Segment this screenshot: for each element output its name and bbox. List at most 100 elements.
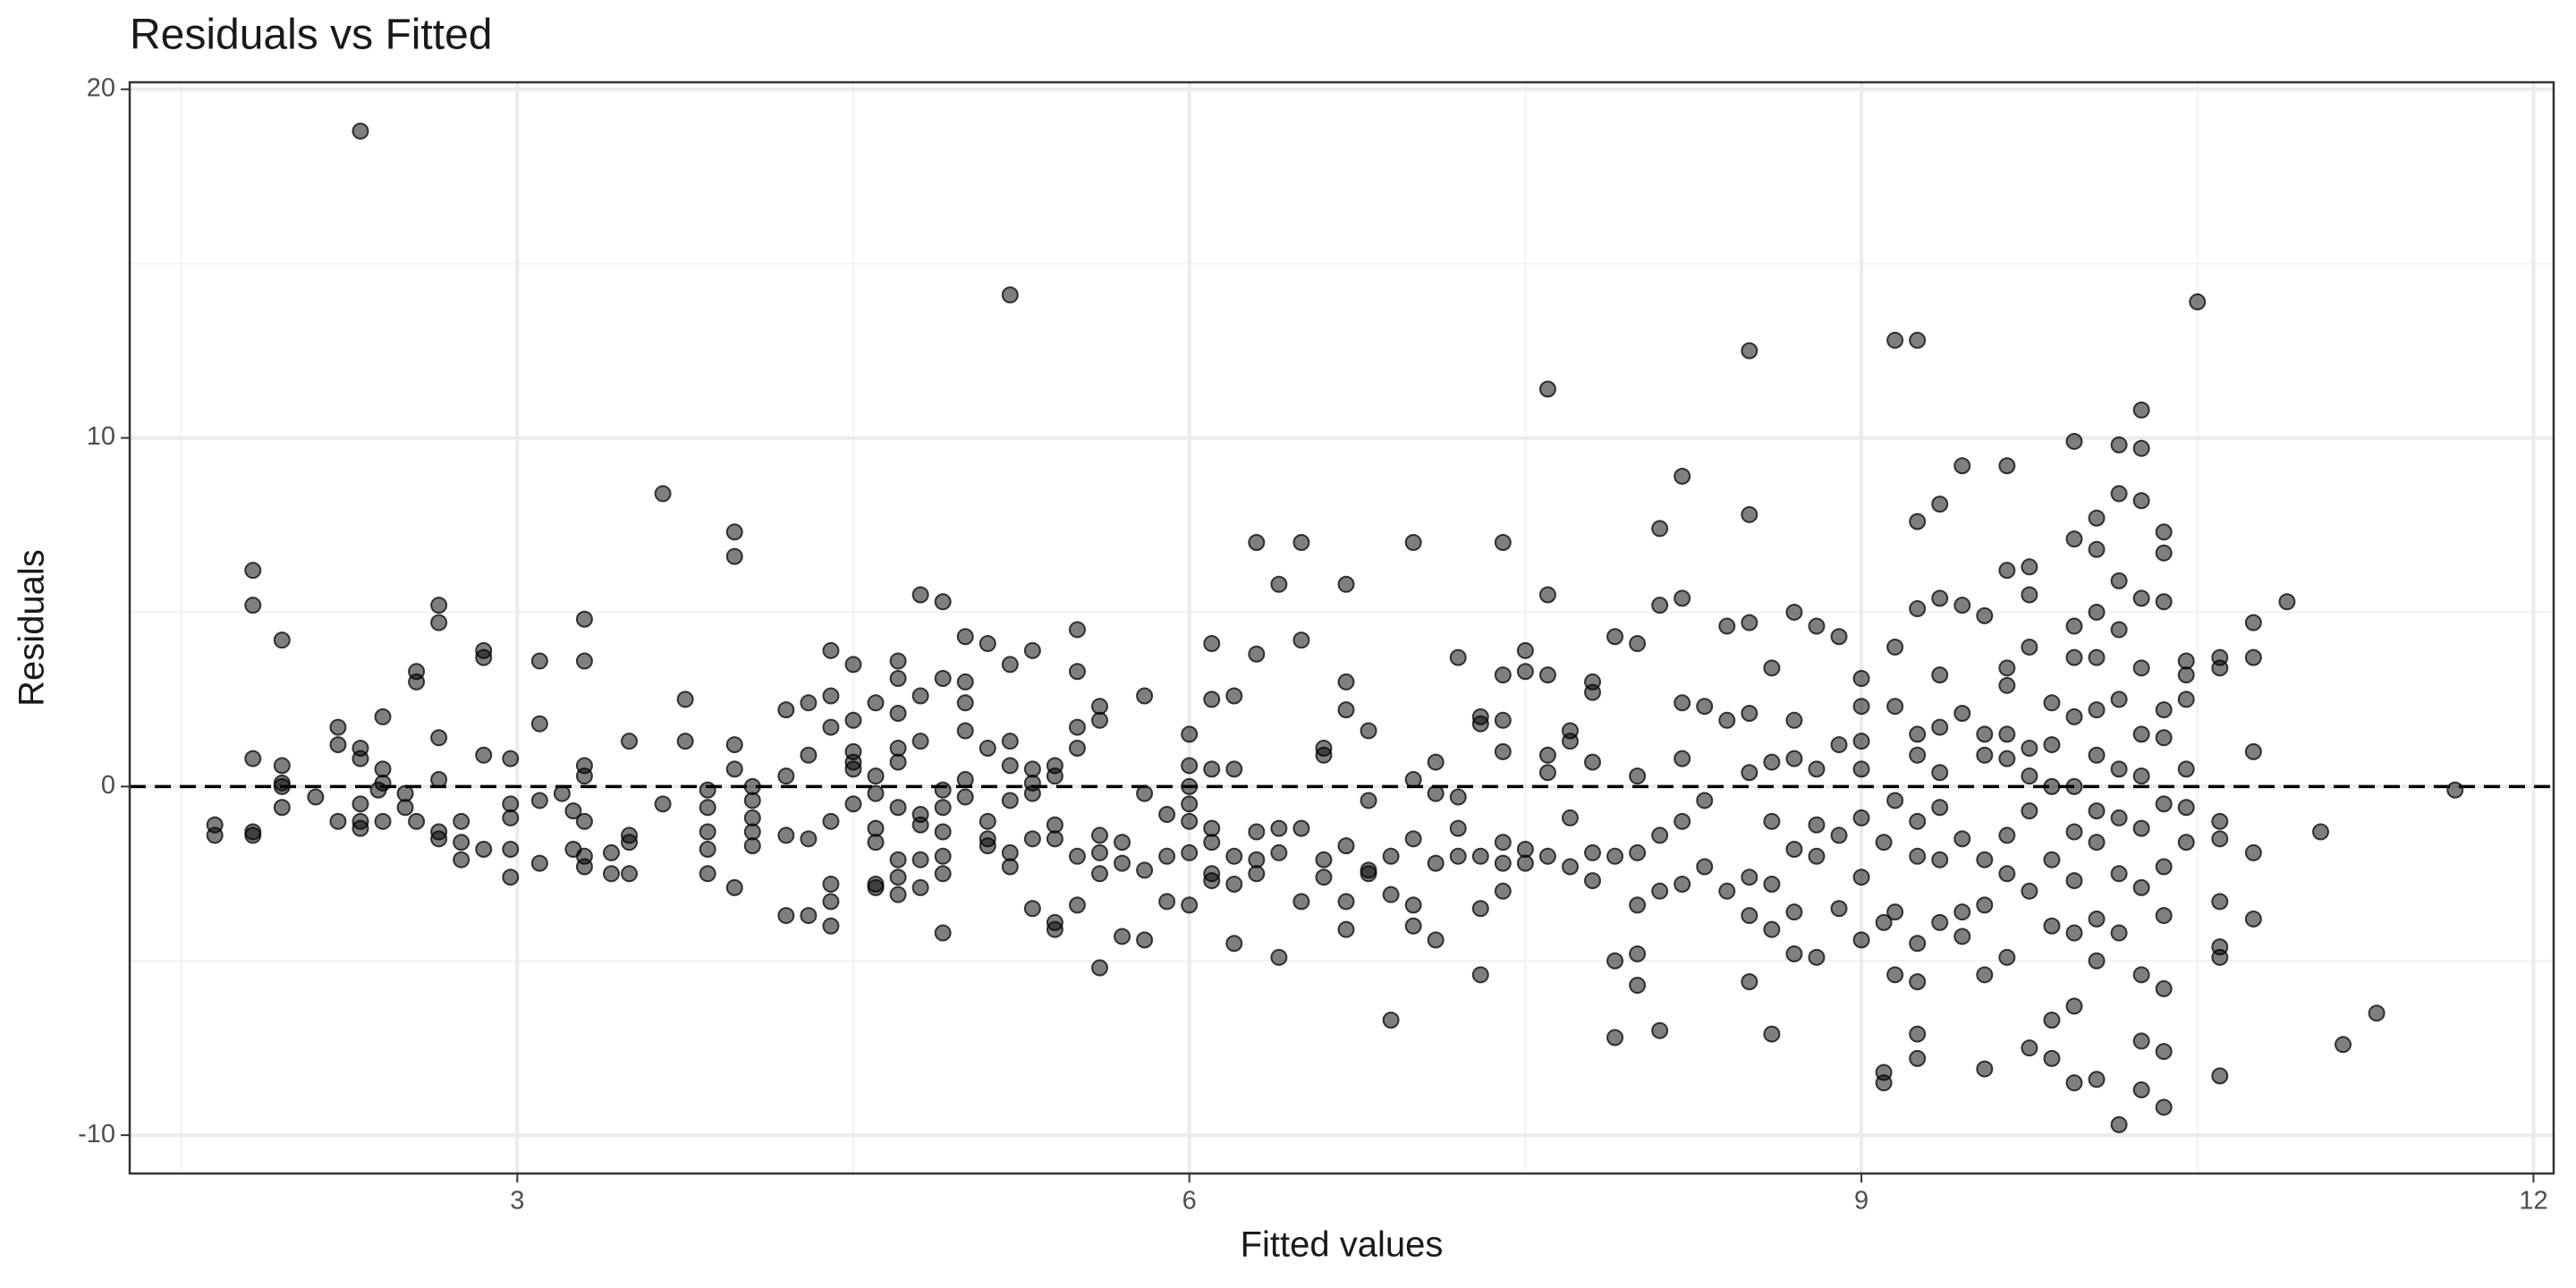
point (1953, 928, 1971, 945)
point (1909, 973, 1927, 991)
point (1606, 628, 1624, 646)
point (2110, 1115, 2128, 1133)
point (2244, 843, 2262, 861)
point (329, 812, 347, 830)
point (911, 687, 929, 705)
point (1225, 847, 1243, 865)
point (1909, 812, 1927, 830)
point (602, 865, 620, 883)
point (1114, 854, 1131, 872)
point (1629, 843, 1647, 861)
point (1785, 711, 1803, 729)
point (502, 841, 520, 859)
point (1674, 694, 1691, 712)
point (1785, 603, 1803, 621)
point (1606, 847, 1624, 865)
point (1091, 959, 1109, 977)
point (1931, 589, 1949, 607)
point (2043, 1049, 2061, 1067)
point (575, 610, 593, 628)
point (1886, 638, 1904, 656)
x-tick-label: 3 (510, 1187, 524, 1216)
point (743, 823, 761, 841)
point (956, 771, 974, 789)
point (1538, 666, 1556, 684)
point (889, 739, 907, 757)
point (1158, 806, 1176, 824)
point (1516, 663, 1534, 681)
point (1382, 886, 1400, 903)
point (1785, 903, 1803, 921)
point (530, 652, 548, 670)
point (1337, 920, 1355, 938)
point (934, 924, 952, 942)
point (1203, 760, 1221, 778)
point (699, 799, 716, 817)
point (2368, 1004, 2385, 1022)
point (1046, 830, 1063, 848)
point (1270, 843, 1288, 861)
point (2132, 589, 2150, 607)
point (374, 760, 392, 778)
point (1471, 900, 1489, 918)
point (1248, 851, 1266, 869)
point (1976, 725, 1994, 743)
point (1909, 600, 1927, 618)
point (1181, 896, 1199, 914)
point (1068, 896, 1086, 914)
point (1427, 784, 1445, 802)
point (1651, 826, 1669, 844)
point (1494, 854, 1512, 872)
point (2110, 809, 2128, 826)
point (2021, 767, 2038, 785)
point (2110, 436, 2128, 453)
y-tick-label: -10 (78, 1120, 115, 1148)
point (725, 736, 743, 754)
point (2155, 1043, 2173, 1061)
point (1763, 753, 1781, 771)
point (1001, 757, 1019, 775)
point (979, 837, 996, 855)
point (1068, 739, 1086, 757)
point (1696, 858, 1714, 876)
point (352, 739, 369, 757)
point (1852, 760, 1870, 778)
point (530, 854, 548, 872)
point (1875, 1074, 1893, 1092)
point (1830, 900, 1848, 918)
point (1998, 826, 2016, 844)
point (844, 711, 862, 729)
point (867, 834, 885, 852)
point (1449, 788, 1467, 806)
point (1427, 753, 1445, 771)
point (2211, 830, 2229, 848)
point (822, 812, 840, 830)
point (1023, 760, 1041, 778)
point (1315, 851, 1333, 869)
point (956, 788, 974, 806)
point (1315, 746, 1333, 764)
point (1248, 645, 1266, 663)
point (2132, 819, 2150, 837)
point (1091, 826, 1109, 844)
point (800, 746, 818, 764)
point (1404, 771, 1422, 789)
point (2088, 802, 2106, 820)
point (1953, 903, 1971, 921)
point (1114, 834, 1131, 852)
point (2088, 834, 2106, 852)
point (1023, 641, 1041, 659)
point (800, 694, 818, 712)
point (956, 722, 974, 740)
point (453, 812, 470, 830)
point (1741, 704, 1758, 722)
point (352, 819, 369, 837)
point (654, 485, 672, 503)
point (2177, 691, 2195, 708)
point (777, 767, 795, 785)
point (2088, 1071, 2106, 1089)
point (1203, 819, 1221, 837)
point (621, 826, 639, 844)
point (889, 704, 907, 722)
y-tick-label: 20 (87, 73, 115, 102)
